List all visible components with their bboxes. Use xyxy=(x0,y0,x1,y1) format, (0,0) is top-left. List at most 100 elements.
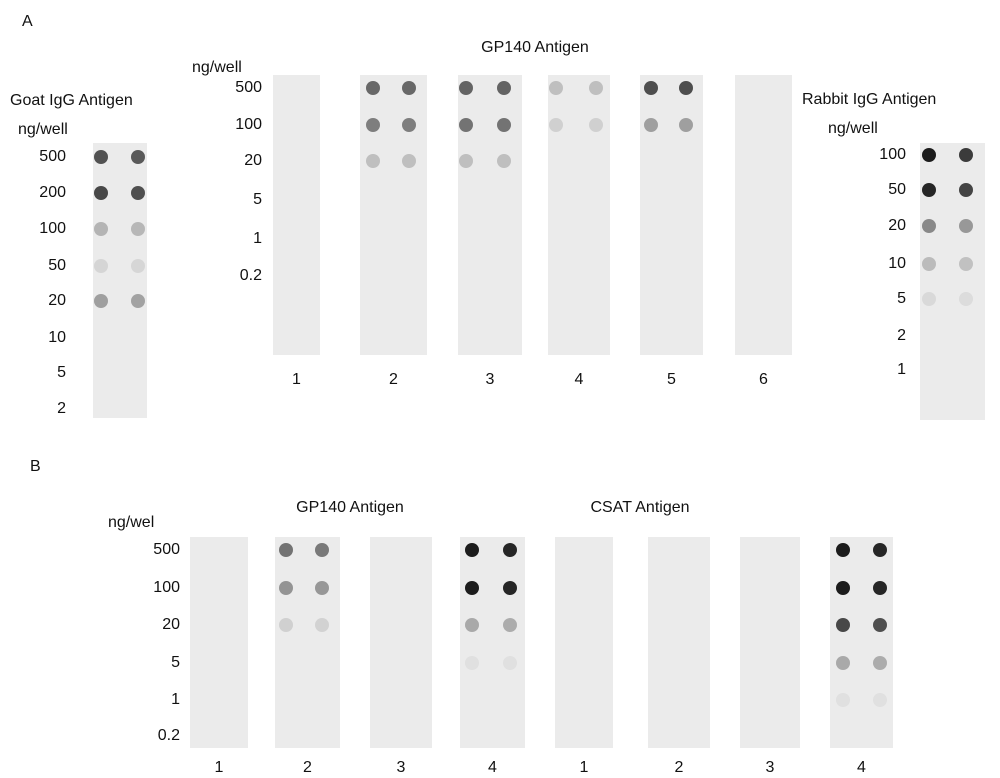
dot xyxy=(644,118,658,132)
dot xyxy=(131,186,145,200)
dot xyxy=(279,618,293,632)
panel-label: B xyxy=(30,458,41,475)
dot xyxy=(497,81,511,95)
level-label: 200 xyxy=(39,184,66,201)
dot xyxy=(497,154,511,168)
dot xyxy=(402,118,416,132)
dot xyxy=(459,118,473,132)
dot xyxy=(459,81,473,95)
dot xyxy=(549,118,563,132)
dot xyxy=(94,150,108,164)
dot xyxy=(922,257,936,271)
blot-title: GP140 Antigen xyxy=(481,39,589,56)
level-label: 1 xyxy=(171,691,180,708)
level-label: 2 xyxy=(897,327,906,344)
lane-label: 2 xyxy=(675,759,684,776)
level-label: 100 xyxy=(879,146,906,163)
level-label: 10 xyxy=(48,329,66,346)
dot xyxy=(94,222,108,236)
lane-label: 4 xyxy=(575,371,584,388)
dot xyxy=(589,118,603,132)
dot xyxy=(873,656,887,670)
unit-label: ng/wel xyxy=(108,514,154,531)
dot xyxy=(131,259,145,273)
dot xyxy=(366,154,380,168)
level-label: 500 xyxy=(39,148,66,165)
dot xyxy=(836,693,850,707)
lane-label: 4 xyxy=(857,759,866,776)
level-label: 0.2 xyxy=(158,727,180,744)
unit-label: ng/well xyxy=(18,121,68,138)
dot xyxy=(959,148,973,162)
membrane-strip xyxy=(460,537,525,748)
dot xyxy=(836,581,850,595)
dot xyxy=(465,618,479,632)
dot xyxy=(94,259,108,273)
membrane-strip xyxy=(273,75,320,355)
membrane-strip xyxy=(830,537,893,748)
level-label: 0.2 xyxy=(240,267,262,284)
level-label: 5 xyxy=(253,191,262,208)
level-label: 20 xyxy=(244,152,262,169)
level-label: 5 xyxy=(171,654,180,671)
dot xyxy=(279,543,293,557)
dot xyxy=(503,581,517,595)
dot xyxy=(465,543,479,557)
dot xyxy=(922,148,936,162)
dot xyxy=(679,81,693,95)
level-label: 500 xyxy=(235,79,262,96)
level-label: 1 xyxy=(253,230,262,247)
blot-title: CSAT Antigen xyxy=(590,499,689,516)
level-label: 100 xyxy=(153,579,180,596)
dot xyxy=(959,292,973,306)
dot xyxy=(315,543,329,557)
unit-label: ng/well xyxy=(828,120,878,137)
dot xyxy=(279,581,293,595)
lane-label: 1 xyxy=(215,759,224,776)
membrane-strip xyxy=(190,537,248,748)
dot xyxy=(315,581,329,595)
level-label: 20 xyxy=(48,292,66,309)
dot xyxy=(131,294,145,308)
dot xyxy=(366,118,380,132)
lane-label: 3 xyxy=(397,759,406,776)
level-label: 2 xyxy=(57,400,66,417)
figure: A Goat IgG Antigen ng/well GP140 Antigen… xyxy=(0,0,1000,778)
dot xyxy=(644,81,658,95)
dot xyxy=(959,257,973,271)
blot-title: Rabbit IgG Antigen xyxy=(802,91,936,108)
lane-label: 3 xyxy=(766,759,775,776)
dot xyxy=(402,154,416,168)
dot xyxy=(959,183,973,197)
lane-label: 6 xyxy=(759,371,768,388)
dot xyxy=(131,222,145,236)
level-label: 100 xyxy=(39,220,66,237)
membrane-strip xyxy=(360,75,427,355)
dot xyxy=(94,294,108,308)
membrane-strip xyxy=(93,143,147,418)
dot xyxy=(959,219,973,233)
lane-label: 2 xyxy=(303,759,312,776)
membrane-strip xyxy=(740,537,800,748)
dot xyxy=(366,81,380,95)
level-label: 5 xyxy=(897,290,906,307)
membrane-strip xyxy=(458,75,522,355)
membrane-strip xyxy=(548,75,610,355)
membrane-strip xyxy=(648,537,710,748)
level-label: 50 xyxy=(888,181,906,198)
lane-label: 3 xyxy=(486,371,495,388)
dot xyxy=(922,292,936,306)
dot xyxy=(873,618,887,632)
level-label: 5 xyxy=(57,364,66,381)
dot xyxy=(503,543,517,557)
dot xyxy=(465,581,479,595)
dot xyxy=(873,581,887,595)
lane-label: 5 xyxy=(667,371,676,388)
dot xyxy=(836,656,850,670)
lane-label: 1 xyxy=(580,759,589,776)
dot xyxy=(922,183,936,197)
dot xyxy=(549,81,563,95)
membrane-strip xyxy=(275,537,340,748)
dot xyxy=(679,118,693,132)
lane-label: 4 xyxy=(488,759,497,776)
